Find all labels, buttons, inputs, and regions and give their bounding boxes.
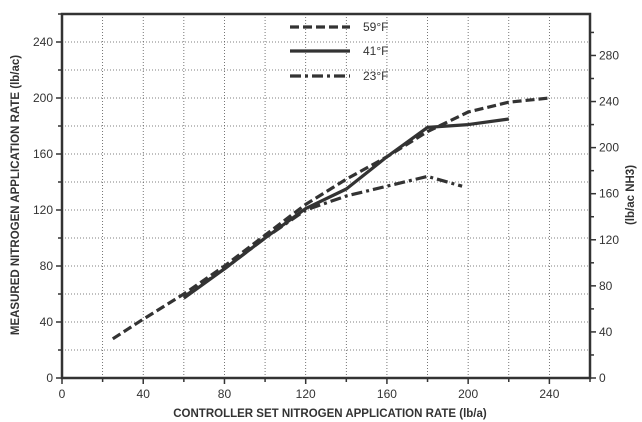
y-tick-label: 200 <box>33 91 53 105</box>
x-tick-label: 160 <box>377 387 397 401</box>
x-axis-title: CONTROLLER SET NITROGEN APPLICATION RATE… <box>173 408 487 420</box>
series-lines <box>111 96 550 341</box>
series-line-dashed <box>111 96 550 341</box>
legend-label: 23°F <box>363 69 388 83</box>
y2-tick-label: 120 <box>599 233 619 247</box>
legend-label: 41°F <box>363 44 388 58</box>
y-tick-label: 40 <box>40 315 54 329</box>
x-tick-label: 240 <box>539 387 559 401</box>
y2-tick-label: 40 <box>599 325 613 339</box>
y-tick-label: 240 <box>33 35 53 49</box>
legend: 59°F 41°F 23°F <box>290 20 388 83</box>
y-tick-label: 120 <box>33 203 53 217</box>
x-tick-label: 120 <box>296 387 316 401</box>
y2-tick-label: 200 <box>599 141 619 155</box>
y2-tick-label: 0 <box>599 371 606 385</box>
axes: 0 40 80 120 160 200 240 0 40 80 120 160 200 240 0 40 80 1… <box>33 12 619 401</box>
y2-tick-label: 160 <box>599 187 619 201</box>
series-line-dashdot <box>182 174 463 299</box>
series-line-solid <box>182 117 510 300</box>
x-tick-label: 200 <box>458 387 478 401</box>
y-axis-title: MEASURED NITROGEN APPLICATION RATE (lb/a… <box>10 55 22 335</box>
x-tick-label: 0 <box>59 387 66 401</box>
grid <box>62 14 590 378</box>
y2-tick-label: 280 <box>599 48 619 62</box>
legend-label: 59°F <box>363 20 388 34</box>
y-tick-label: 0 <box>46 371 53 385</box>
plot-frame <box>60 12 592 380</box>
x-tick-label: 40 <box>137 387 151 401</box>
y2-tick-label: 240 <box>599 95 619 109</box>
x-tick-label: 80 <box>218 387 232 401</box>
y2-tick-label: 80 <box>599 279 613 293</box>
y2-axis-title: (lb/ac NH3) <box>625 165 637 225</box>
y-tick-label: 80 <box>40 259 54 273</box>
y-tick-label: 160 <box>33 147 53 161</box>
